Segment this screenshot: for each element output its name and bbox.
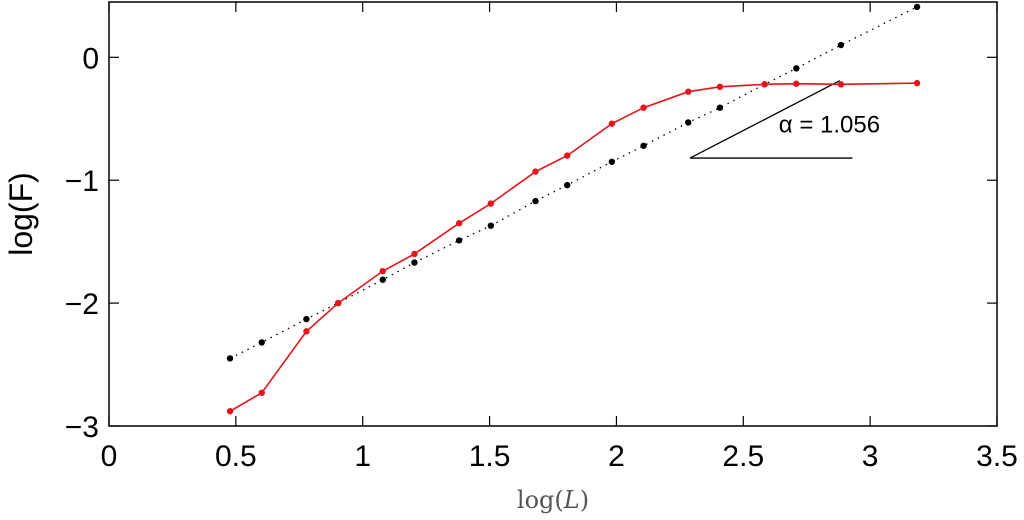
x-axis-label-close: ) [580, 486, 589, 514]
series-0-point [487, 222, 495, 229]
series-1-point [411, 250, 418, 258]
series-1-point [793, 80, 800, 87]
series-1-point [487, 200, 495, 207]
y-tick-label: −3 [65, 411, 99, 444]
series-1-point [455, 220, 463, 227]
series-1-point [564, 152, 571, 159]
slope-label: α = 1.056 [779, 111, 880, 138]
series-0-point [608, 158, 616, 165]
series-0-point [564, 181, 571, 189]
series-1-point [226, 408, 234, 415]
series-1-point [913, 79, 921, 87]
series-group [226, 3, 921, 415]
series-1-point [303, 328, 310, 335]
series-0-point [379, 276, 386, 283]
series-0-point [455, 237, 463, 244]
series-1-point [716, 83, 724, 91]
x-tick-label: 2 [608, 440, 625, 473]
x-tick-label: 1 [354, 440, 371, 473]
series-1-line [229, 82, 918, 412]
series-0-point [685, 119, 692, 126]
series-0-line [229, 6, 918, 359]
plot-area-frame [108, 1, 998, 427]
series-1-point [532, 168, 539, 175]
y-tick-label: 0 [82, 42, 99, 75]
series-1-point [837, 81, 845, 88]
x-tick-label: 0.5 [215, 440, 257, 473]
x-tick-label: 3 [862, 440, 879, 473]
series-0-point [226, 355, 234, 362]
series-0-point [411, 259, 418, 266]
series-1-point [379, 267, 386, 275]
series-0-point [532, 197, 539, 205]
x-tick-label: 2.5 [722, 440, 764, 473]
series-0-point [837, 41, 845, 49]
slope-line [689, 80, 840, 159]
y-tick-label: −2 [65, 288, 99, 321]
series-1-point [334, 299, 342, 307]
y-tick-label: −1 [65, 165, 99, 198]
series-0-point [303, 315, 310, 323]
series-0-point [640, 142, 647, 149]
x-tick-label: 1.5 [469, 440, 511, 473]
series-1-point [640, 104, 647, 111]
x-axis-label-var: L [563, 486, 580, 514]
series-0-point [258, 339, 265, 346]
series-1-point [761, 81, 768, 88]
x-axis-label: log(L) [517, 486, 589, 514]
series-1-point [258, 389, 265, 397]
series-0-point [913, 3, 921, 11]
series-1-point [608, 120, 616, 127]
x-axis-label-open: log( [517, 486, 564, 514]
x-tick-label: 0 [101, 440, 118, 473]
series-1-point [685, 88, 692, 95]
series-0-point [793, 65, 800, 72]
axes-group: 0 0.5 1 1.5 2 2.5 3 3.5 0 −1 −2 −3 [65, 2, 1018, 473]
x-tick-label: 3.5 [976, 440, 1018, 473]
slope-annotation: α = 1.056 [689, 80, 880, 159]
y-axis-label: log(F) [3, 172, 39, 256]
series-0-point [716, 104, 724, 111]
